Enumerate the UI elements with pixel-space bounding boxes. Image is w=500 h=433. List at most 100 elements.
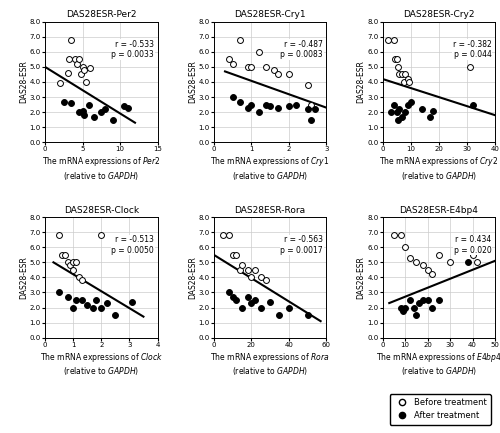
Y-axis label: DAS28-ESR: DAS28-ESR bbox=[356, 256, 366, 299]
Point bbox=[225, 56, 233, 63]
Point bbox=[401, 71, 409, 78]
Point bbox=[75, 56, 83, 63]
Point bbox=[254, 109, 263, 116]
Point bbox=[236, 98, 244, 105]
Point bbox=[285, 304, 293, 311]
Point bbox=[428, 271, 436, 278]
Y-axis label: DAS28-ESR: DAS28-ESR bbox=[188, 61, 197, 103]
X-axis label: The mRNA expressions of $\it{Rora}$
(relative to $\it{GAPDH}$): The mRNA expressions of $\it{Rora}$ (rel… bbox=[210, 351, 330, 378]
Point bbox=[424, 297, 432, 304]
Point bbox=[78, 277, 86, 284]
Point bbox=[60, 251, 68, 258]
Point bbox=[418, 106, 426, 113]
Legend: Before treatment, After treatment: Before treatment, After treatment bbox=[390, 394, 491, 424]
Point bbox=[55, 289, 63, 296]
Point bbox=[244, 294, 252, 301]
Point bbox=[72, 61, 80, 68]
Point bbox=[307, 116, 316, 123]
Point bbox=[435, 251, 443, 258]
Title: DAS28ESR-Clock: DAS28ESR-Clock bbox=[64, 206, 139, 215]
Point bbox=[66, 262, 74, 269]
Point bbox=[219, 232, 227, 239]
Point bbox=[103, 300, 111, 307]
Point bbox=[92, 297, 100, 304]
Point bbox=[274, 104, 281, 111]
Point bbox=[90, 113, 98, 120]
Point bbox=[399, 307, 407, 314]
Point bbox=[97, 109, 106, 116]
Point bbox=[276, 312, 283, 319]
Point bbox=[238, 262, 246, 269]
Title: DAS28ESR-Cry1: DAS28ESR-Cry1 bbox=[234, 10, 306, 19]
Point bbox=[396, 232, 404, 239]
Point bbox=[473, 259, 481, 266]
Y-axis label: DAS28-ESR: DAS28-ESR bbox=[19, 61, 28, 103]
Point bbox=[69, 266, 77, 273]
Point bbox=[405, 78, 413, 85]
X-axis label: The mRNA expressions of $\it{E4bp4}$
(relative to $\it{GAPDH}$): The mRNA expressions of $\it{E4bp4}$ (re… bbox=[376, 351, 500, 378]
Point bbox=[426, 113, 434, 120]
Point bbox=[89, 304, 97, 311]
Point bbox=[124, 104, 132, 111]
Point bbox=[120, 103, 128, 110]
Point bbox=[466, 63, 473, 70]
Point bbox=[428, 304, 436, 311]
Point bbox=[262, 63, 270, 70]
Point bbox=[391, 56, 399, 63]
Point bbox=[285, 71, 293, 78]
Y-axis label: DAS28-ESR: DAS28-ESR bbox=[356, 61, 366, 103]
Text: r = -0.563
p = 0.0017: r = -0.563 p = 0.0017 bbox=[280, 235, 323, 255]
Point bbox=[78, 297, 86, 304]
Point bbox=[86, 65, 94, 72]
Point bbox=[67, 100, 76, 107]
Point bbox=[251, 297, 259, 304]
Point bbox=[394, 116, 402, 123]
Point bbox=[410, 304, 418, 311]
Point bbox=[84, 101, 92, 108]
Point bbox=[64, 69, 72, 76]
Point bbox=[404, 101, 412, 108]
Point bbox=[60, 98, 68, 105]
Point bbox=[64, 294, 72, 301]
Point bbox=[311, 106, 319, 113]
Point bbox=[412, 259, 420, 266]
Point bbox=[69, 259, 77, 266]
Point bbox=[285, 103, 293, 110]
Point bbox=[274, 71, 281, 78]
Point bbox=[435, 297, 443, 304]
Point bbox=[292, 101, 300, 108]
Point bbox=[412, 312, 420, 319]
Point bbox=[72, 259, 80, 266]
Point bbox=[254, 48, 263, 55]
Point bbox=[396, 71, 404, 78]
X-axis label: The mRNA expressions of $\it{Cry2}$
(relative to $\it{GAPDH}$): The mRNA expressions of $\it{Cry2}$ (rel… bbox=[379, 155, 498, 182]
Point bbox=[468, 251, 476, 258]
Point bbox=[108, 116, 116, 123]
Point bbox=[225, 232, 233, 239]
Point bbox=[80, 112, 88, 119]
Point bbox=[419, 262, 427, 269]
Point bbox=[398, 71, 406, 78]
Point bbox=[392, 109, 400, 116]
Point bbox=[75, 109, 83, 116]
Title: DAS28ESR-Cry2: DAS28ESR-Cry2 bbox=[403, 10, 474, 19]
Point bbox=[446, 259, 454, 266]
Point bbox=[401, 304, 409, 311]
Point bbox=[71, 56, 79, 63]
Point bbox=[390, 101, 398, 108]
Text: r = 0.434
p = 0.020: r = 0.434 p = 0.020 bbox=[454, 235, 492, 255]
Point bbox=[228, 61, 236, 68]
Title: DAS28ESR-E4bp4: DAS28ESR-E4bp4 bbox=[400, 206, 478, 215]
Point bbox=[394, 63, 402, 70]
Point bbox=[384, 36, 392, 43]
Point bbox=[401, 109, 409, 116]
Point bbox=[266, 103, 274, 110]
Point bbox=[307, 101, 316, 108]
Point bbox=[65, 56, 73, 63]
Title: DAS28ESR-Rora: DAS28ESR-Rora bbox=[234, 206, 306, 215]
Point bbox=[236, 266, 244, 273]
Point bbox=[396, 106, 404, 113]
Point bbox=[244, 63, 252, 70]
Text: r = -0.487
p = 0.0083: r = -0.487 p = 0.0083 bbox=[280, 40, 323, 59]
Point bbox=[75, 274, 83, 281]
